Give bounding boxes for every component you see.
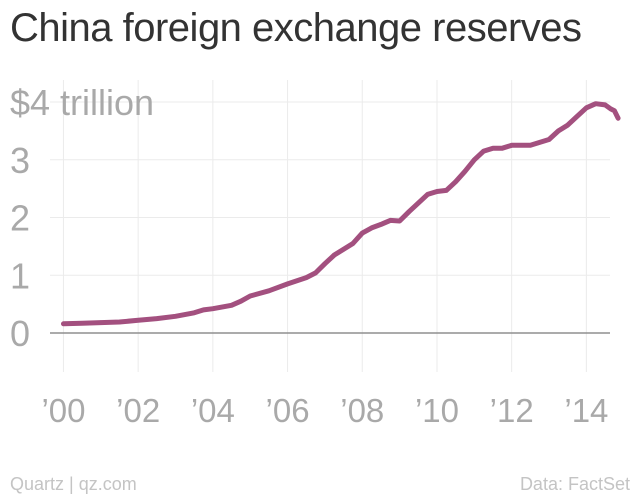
data-point	[434, 189, 440, 194]
x-tick-label: ’08	[340, 392, 384, 429]
data-point	[210, 306, 216, 311]
data-point	[500, 146, 505, 151]
data-point	[537, 140, 542, 145]
footer-source: Data: FactSet	[519, 474, 630, 494]
data-point	[332, 252, 337, 258]
data-point	[117, 319, 122, 325]
footer-credit: Quartz | qz.com	[10, 474, 137, 494]
data-point	[201, 307, 206, 313]
data-point	[528, 143, 533, 148]
series-layer	[61, 101, 621, 327]
data-point	[79, 320, 85, 326]
x-tick-label: ’04	[191, 392, 235, 429]
data-point	[444, 188, 449, 193]
data-point	[406, 209, 412, 214]
y-tick-label: 1	[10, 255, 30, 296]
data-point	[518, 143, 524, 148]
data-point	[304, 275, 309, 280]
y-tick-label: 3	[10, 140, 30, 181]
data-point	[397, 218, 402, 224]
series-line	[61, 101, 621, 327]
data-point	[360, 230, 365, 236]
data-point	[191, 310, 197, 315]
y-tick-label: 0	[10, 313, 30, 354]
data-point	[98, 320, 104, 325]
data-point	[565, 122, 570, 128]
data-point	[481, 148, 486, 154]
data-point	[490, 146, 496, 151]
data-point	[612, 108, 617, 113]
x-tick-label: ’10	[415, 392, 459, 429]
data-point	[285, 281, 290, 287]
data-point	[584, 105, 589, 110]
data-point	[266, 288, 272, 294]
data-point	[341, 247, 346, 252]
x-tick-label: ’02	[116, 392, 160, 429]
y-tick-label: $4 trillion	[10, 82, 154, 123]
data-point	[313, 270, 318, 276]
data-point	[135, 318, 141, 323]
data-point	[378, 222, 384, 227]
data-point	[369, 225, 374, 231]
data-point	[154, 316, 160, 321]
data-point	[556, 128, 561, 134]
data-point	[574, 114, 580, 119]
data-point	[388, 218, 393, 223]
data-point	[472, 157, 477, 162]
data-point	[416, 200, 421, 206]
data-point	[425, 192, 430, 197]
data-point	[608, 106, 613, 112]
data-point	[173, 314, 178, 319]
x-tick-label: ’00	[41, 392, 85, 429]
data-point	[350, 241, 356, 246]
data-point	[322, 261, 328, 266]
data-point	[602, 102, 608, 108]
data-point	[593, 101, 598, 106]
data-point	[61, 321, 66, 326]
data-point	[248, 293, 253, 299]
x-tick-label: ’06	[266, 392, 310, 429]
y-tick-label: 2	[10, 198, 30, 239]
label-layer: ’00 ’02 ’04 ’06 ’08 ’10 ’12 ’14 0 1 2 3 $4 trillion	[10, 82, 608, 429]
data-point	[453, 179, 458, 184]
data-point	[229, 303, 234, 308]
x-tick-label: ’12	[490, 392, 534, 429]
data-point	[509, 143, 514, 148]
grid-layer	[50, 80, 610, 372]
data-point	[615, 115, 621, 121]
chart-title: China foreign exchange reserves	[10, 6, 582, 50]
x-tick-label: ’14	[564, 392, 608, 429]
data-point	[462, 169, 468, 174]
data-point	[546, 137, 552, 142]
data-point	[238, 299, 244, 304]
